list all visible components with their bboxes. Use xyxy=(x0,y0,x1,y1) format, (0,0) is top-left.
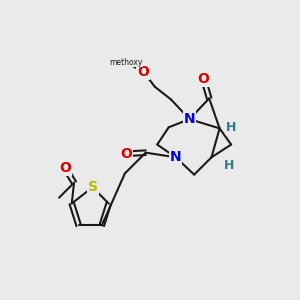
Text: S: S xyxy=(88,180,98,194)
Text: O: O xyxy=(59,161,71,175)
Text: H: H xyxy=(224,159,234,172)
Text: O: O xyxy=(197,72,209,86)
Text: methoxy: methoxy xyxy=(109,58,143,67)
Text: O: O xyxy=(120,147,132,161)
Text: N: N xyxy=(170,150,182,164)
Text: N: N xyxy=(184,112,195,126)
Text: O: O xyxy=(137,65,149,79)
Text: H: H xyxy=(226,121,236,134)
